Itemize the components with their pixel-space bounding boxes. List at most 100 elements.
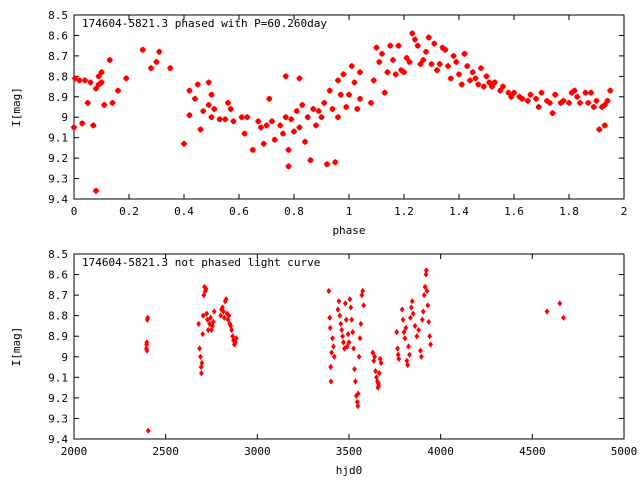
y-tick-label: 8.7 xyxy=(48,289,68,302)
data-point xyxy=(271,136,278,143)
data-point xyxy=(372,353,378,360)
data-point xyxy=(367,99,375,107)
data-point xyxy=(219,306,224,313)
x-tick-label: 1 xyxy=(346,205,353,218)
data-point xyxy=(210,322,215,330)
data-point xyxy=(574,93,581,100)
x-tick-label: 4000 xyxy=(427,445,454,458)
data-point xyxy=(596,126,603,133)
x-tick-label: 0 xyxy=(71,205,78,218)
data-point xyxy=(535,103,542,111)
data-point xyxy=(196,320,202,328)
data-point xyxy=(358,320,364,328)
data-point xyxy=(255,118,262,125)
data-point xyxy=(411,36,419,43)
data-point xyxy=(327,314,333,321)
data-point xyxy=(84,99,91,107)
data-point xyxy=(92,187,100,194)
data-point xyxy=(444,62,452,70)
data-point xyxy=(376,382,382,389)
y-tick-label: 8.8 xyxy=(48,70,68,83)
y-tick-label: 8.8 xyxy=(48,310,68,323)
data-point xyxy=(332,159,339,166)
data-point xyxy=(410,310,416,317)
data-point xyxy=(399,306,405,313)
data-point xyxy=(428,341,433,348)
data-point xyxy=(486,79,493,86)
data-point xyxy=(257,124,265,131)
data-point xyxy=(416,326,422,334)
y-tick-label: 9.4 xyxy=(48,193,68,206)
data-point xyxy=(420,308,426,315)
x-tick-label: 1.2 xyxy=(394,205,414,218)
data-point xyxy=(224,310,230,317)
data-point xyxy=(453,58,460,66)
y-tick-label: 8.5 xyxy=(48,9,68,22)
x-tick-label: 2 xyxy=(621,205,628,218)
x-tick-label: 0.6 xyxy=(229,205,249,218)
data-point xyxy=(419,316,425,323)
data-point xyxy=(455,71,463,78)
data-point xyxy=(326,87,333,94)
data-point xyxy=(81,77,89,84)
data-point xyxy=(422,283,428,291)
data-point xyxy=(147,65,155,72)
data-point xyxy=(323,161,331,168)
data-point xyxy=(318,114,325,121)
data-point xyxy=(585,99,592,107)
data-point xyxy=(376,370,382,377)
chart-title: 174604-5821.3 phased with P=60.260day xyxy=(82,17,327,30)
data-point xyxy=(538,89,545,96)
data-point xyxy=(560,97,567,105)
data-point xyxy=(101,101,108,109)
data-point xyxy=(480,83,487,90)
data-point xyxy=(400,316,406,323)
data-point xyxy=(191,95,199,102)
data-point xyxy=(79,120,86,127)
data-point xyxy=(95,73,102,80)
data-point xyxy=(341,339,346,346)
y-axis-label: I[mag] xyxy=(10,87,23,127)
data-point xyxy=(199,370,204,377)
data-point xyxy=(497,87,504,94)
data-point xyxy=(244,114,251,121)
data-point xyxy=(532,95,540,102)
data-point xyxy=(326,287,332,295)
data-point xyxy=(167,65,174,72)
data-point xyxy=(279,130,287,137)
data-point xyxy=(208,114,215,121)
data-point xyxy=(340,333,345,340)
data-point xyxy=(335,306,341,313)
data-point xyxy=(421,291,427,299)
data-point xyxy=(321,99,328,107)
data-point xyxy=(139,46,146,53)
data-point xyxy=(312,122,320,129)
data-point xyxy=(153,58,160,66)
data-point xyxy=(211,308,217,315)
data-point xyxy=(205,79,212,86)
data-point xyxy=(282,114,289,121)
data-point xyxy=(106,56,113,64)
data-point xyxy=(409,298,415,305)
plot-panel-2: 2000 2500 3000 3500 4000 4500 5000 8.5 8.6 8.7 8.8… xyxy=(10,248,637,477)
data-point xyxy=(229,326,235,334)
data-point xyxy=(268,118,276,125)
data-point xyxy=(404,357,410,365)
data-point xyxy=(200,312,206,319)
data-point xyxy=(607,87,614,94)
data-point xyxy=(378,50,386,57)
data-point xyxy=(156,48,163,55)
x-tick-label: 2500 xyxy=(152,445,179,458)
data-point xyxy=(282,73,289,80)
data-point xyxy=(210,318,216,325)
data-point xyxy=(450,52,457,60)
data-point xyxy=(387,42,394,49)
data-point xyxy=(373,44,380,51)
data-point xyxy=(401,328,407,336)
data-point xyxy=(354,105,361,113)
data-point xyxy=(285,163,292,170)
data-point xyxy=(205,101,212,109)
data-point xyxy=(405,361,411,369)
data-point xyxy=(357,335,363,342)
